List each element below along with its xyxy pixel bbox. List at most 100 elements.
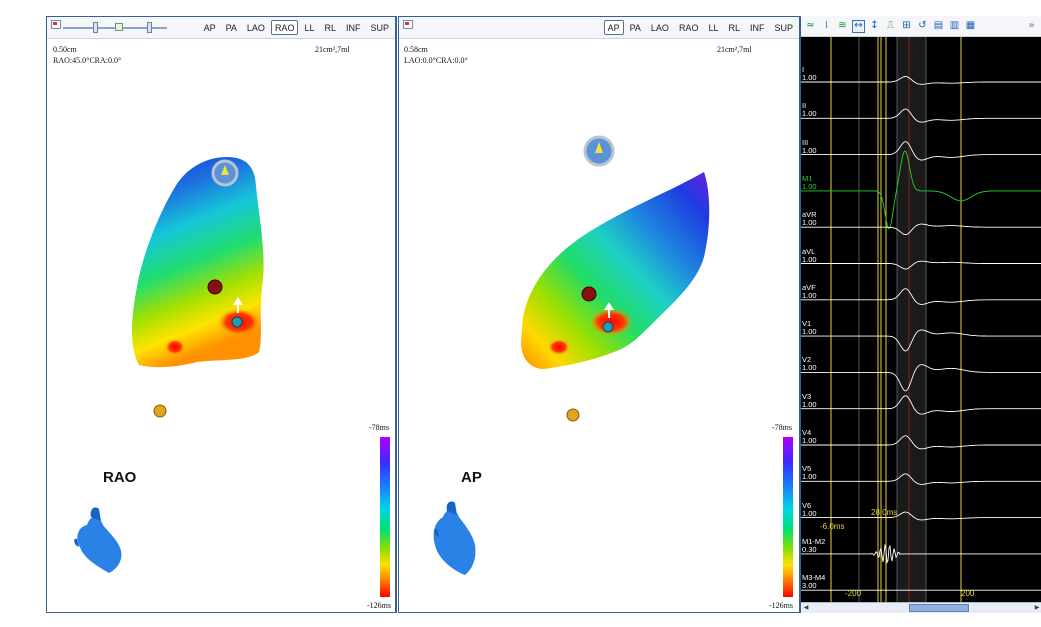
egm-analysis-window [897,37,926,602]
ap-direction-arrow-icon [604,302,614,318]
ap-view-button-rl[interactable]: RL [728,23,740,33]
egm-lead-gain: 1.00 [802,399,817,409]
egm-panel[interactable]: ≈ ⁞ ≋ ↔ ↕ ⎍ ⊞ ↺ ▤ ▥ ▦ » I 1.00 II 1.00 III 1.… [800,16,1041,613]
more-icon[interactable]: » [1028,20,1035,31]
egm-trace-v5[interactable] [801,473,1041,485]
egm-lead-name: V5 [802,464,812,474]
rao-view-button-inf[interactable]: INF [345,23,361,33]
rao-checkbox[interactable] [115,23,123,31]
egm-lead-name: I [802,65,805,74]
ap-area-text: 21cm²,7ml [717,45,752,54]
flag-icon[interactable] [403,20,413,29]
egm-trace-m1-m2[interactable] [801,544,1041,565]
rao-view-button-ll[interactable]: LL [304,23,315,33]
marker-icon[interactable]: ⁞ [824,20,829,31]
egm-lead-label: aVL 1.00 [802,247,817,264]
ap-ablation-marker[interactable] [602,321,614,333]
egm-lead-label: V5 1.00 [802,465,817,481]
ap-view-button-ap[interactable]: AP [603,20,624,35]
rao-color-scale-bar [380,437,390,597]
egm-trace-avr[interactable] [801,223,1041,236]
egm-trace-avf[interactable] [801,288,1041,305]
egm-lead-name: V1 [802,319,812,329]
egm-lead-gain: 1.00 [802,508,817,518]
egm-lead-label: M1 1.00 [802,173,817,191]
ap-activation-map[interactable] [399,17,800,613]
egm-trace-v3[interactable] [801,395,1041,415]
egm-lead-gain: 1.00 [802,73,817,82]
egm-lead-name: M3-M4 [802,573,826,583]
egm-lead-gain: 1.00 [802,254,817,264]
ap-view-button-rao[interactable]: RAO [678,23,699,33]
ap-view-pane[interactable]: AP PA LAO RAO LL RL INF SUP 0.58cm LAO:0… [398,16,800,613]
rao-view-button-pa[interactable]: PA [225,23,237,33]
ap-orientation-compass-icon[interactable] [583,135,615,167]
rao-view-button-rao[interactable]: RAO [270,20,299,35]
scroll-left-icon[interactable]: ◀ [803,604,809,611]
ap-view-label: AP [461,469,482,486]
egm-lead-label: V6 1.00 [802,501,817,518]
rao-scale-min-label: -126ms [367,601,391,610]
flag-icon[interactable] [51,20,61,29]
rao-reference-sphere[interactable] [153,404,167,418]
egm-lead-gain: 3.00 [802,581,817,591]
egm-lead-gain: 1.00 [802,145,817,155]
rao-slider-thumb-2[interactable] [147,22,152,33]
heart-orientation-icon [433,501,476,575]
rao-view-button-lao[interactable]: LAO [246,23,265,33]
layout-b-icon[interactable]: ▥ [949,20,960,31]
egm-trace-avl[interactable] [801,260,1041,270]
egm-lead-label: V4 1.00 [802,429,817,445]
ap-view-button-pa[interactable]: PA [629,23,641,33]
egm-lead-label: M1-M2 0.30 [802,537,825,554]
egm-trace-v6[interactable] [801,511,1041,521]
rao-view-button-sup[interactable]: SUP [370,23,389,33]
egm-measure-left: -6.0ms [820,522,845,531]
egm-trace-i[interactable] [801,76,1041,85]
reference-icon[interactable]: ⊞ [902,20,911,31]
egm-trace-m1[interactable] [801,150,1041,230]
loop-icon[interactable]: ↺ [918,20,927,31]
egm-lead-label: V2 1.00 [802,356,817,372]
rao-view-pane[interactable]: AP PA LAO RAO LL RL INF SUP 0.50cm RAO:4… [46,16,397,613]
egm-horizontal-scrollbar[interactable]: ◀ ▶ [801,602,1041,613]
filter-icon[interactable]: ≋ [838,20,847,31]
egm-trace-v1[interactable] [801,329,1041,352]
pulse-icon[interactable]: ⎍ [887,20,894,31]
rao-catheter-tip[interactable] [207,279,223,295]
waveform-icon[interactable]: ≈ [806,20,815,31]
fit-horizontal-icon[interactable]: ↔ [852,19,865,33]
egm-lead-gain: 1.00 [802,290,817,300]
ap-catheter-tip[interactable] [581,286,597,302]
rao-view-button-ap[interactable]: AP [203,23,216,33]
rao-view-buttons: AP PA LAO RAO LL RL INF SUP [200,20,393,35]
egm-trace-v4[interactable] [801,435,1041,450]
egm-trace-iii[interactable] [801,141,1041,161]
egm-scroll-thumb[interactable] [909,604,969,612]
ap-chamber-surface[interactable] [521,172,710,369]
rao-ablation-marker[interactable] [231,316,243,328]
rao-scale-text: 0.50cm [53,45,77,54]
rao-direction-arrow-icon [233,297,243,313]
egm-lead-name: II [802,101,807,111]
egm-lead-name: M1 [802,173,813,183]
layout-c-icon[interactable]: ▦ [965,20,976,31]
rao-view-label: RAO [103,469,137,486]
egm-lead-name: aVR [802,210,817,220]
rao-slider-thumb-1[interactable] [93,22,98,33]
rao-orientation-compass-icon[interactable] [211,159,239,187]
rao-activation-map[interactable] [47,17,397,613]
egm-trace-v2[interactable] [801,364,1041,392]
egm-trace-ii[interactable] [801,108,1041,123]
rao-view-button-rl[interactable]: RL [324,23,336,33]
scroll-right-icon[interactable]: ▶ [1034,604,1040,611]
ap-view-button-sup[interactable]: SUP [774,23,793,33]
egm-lead-gain: 1.00 [802,327,817,337]
egm-traces[interactable] [801,37,1041,602]
ap-view-button-lao[interactable]: LAO [650,23,669,33]
ap-view-button-inf[interactable]: INF [749,23,765,33]
layout-a-icon[interactable]: ▤ [933,20,944,31]
ap-view-button-ll[interactable]: LL [708,23,719,33]
ap-reference-sphere[interactable] [566,408,580,422]
fit-vertical-icon[interactable]: ↕ [870,20,879,31]
